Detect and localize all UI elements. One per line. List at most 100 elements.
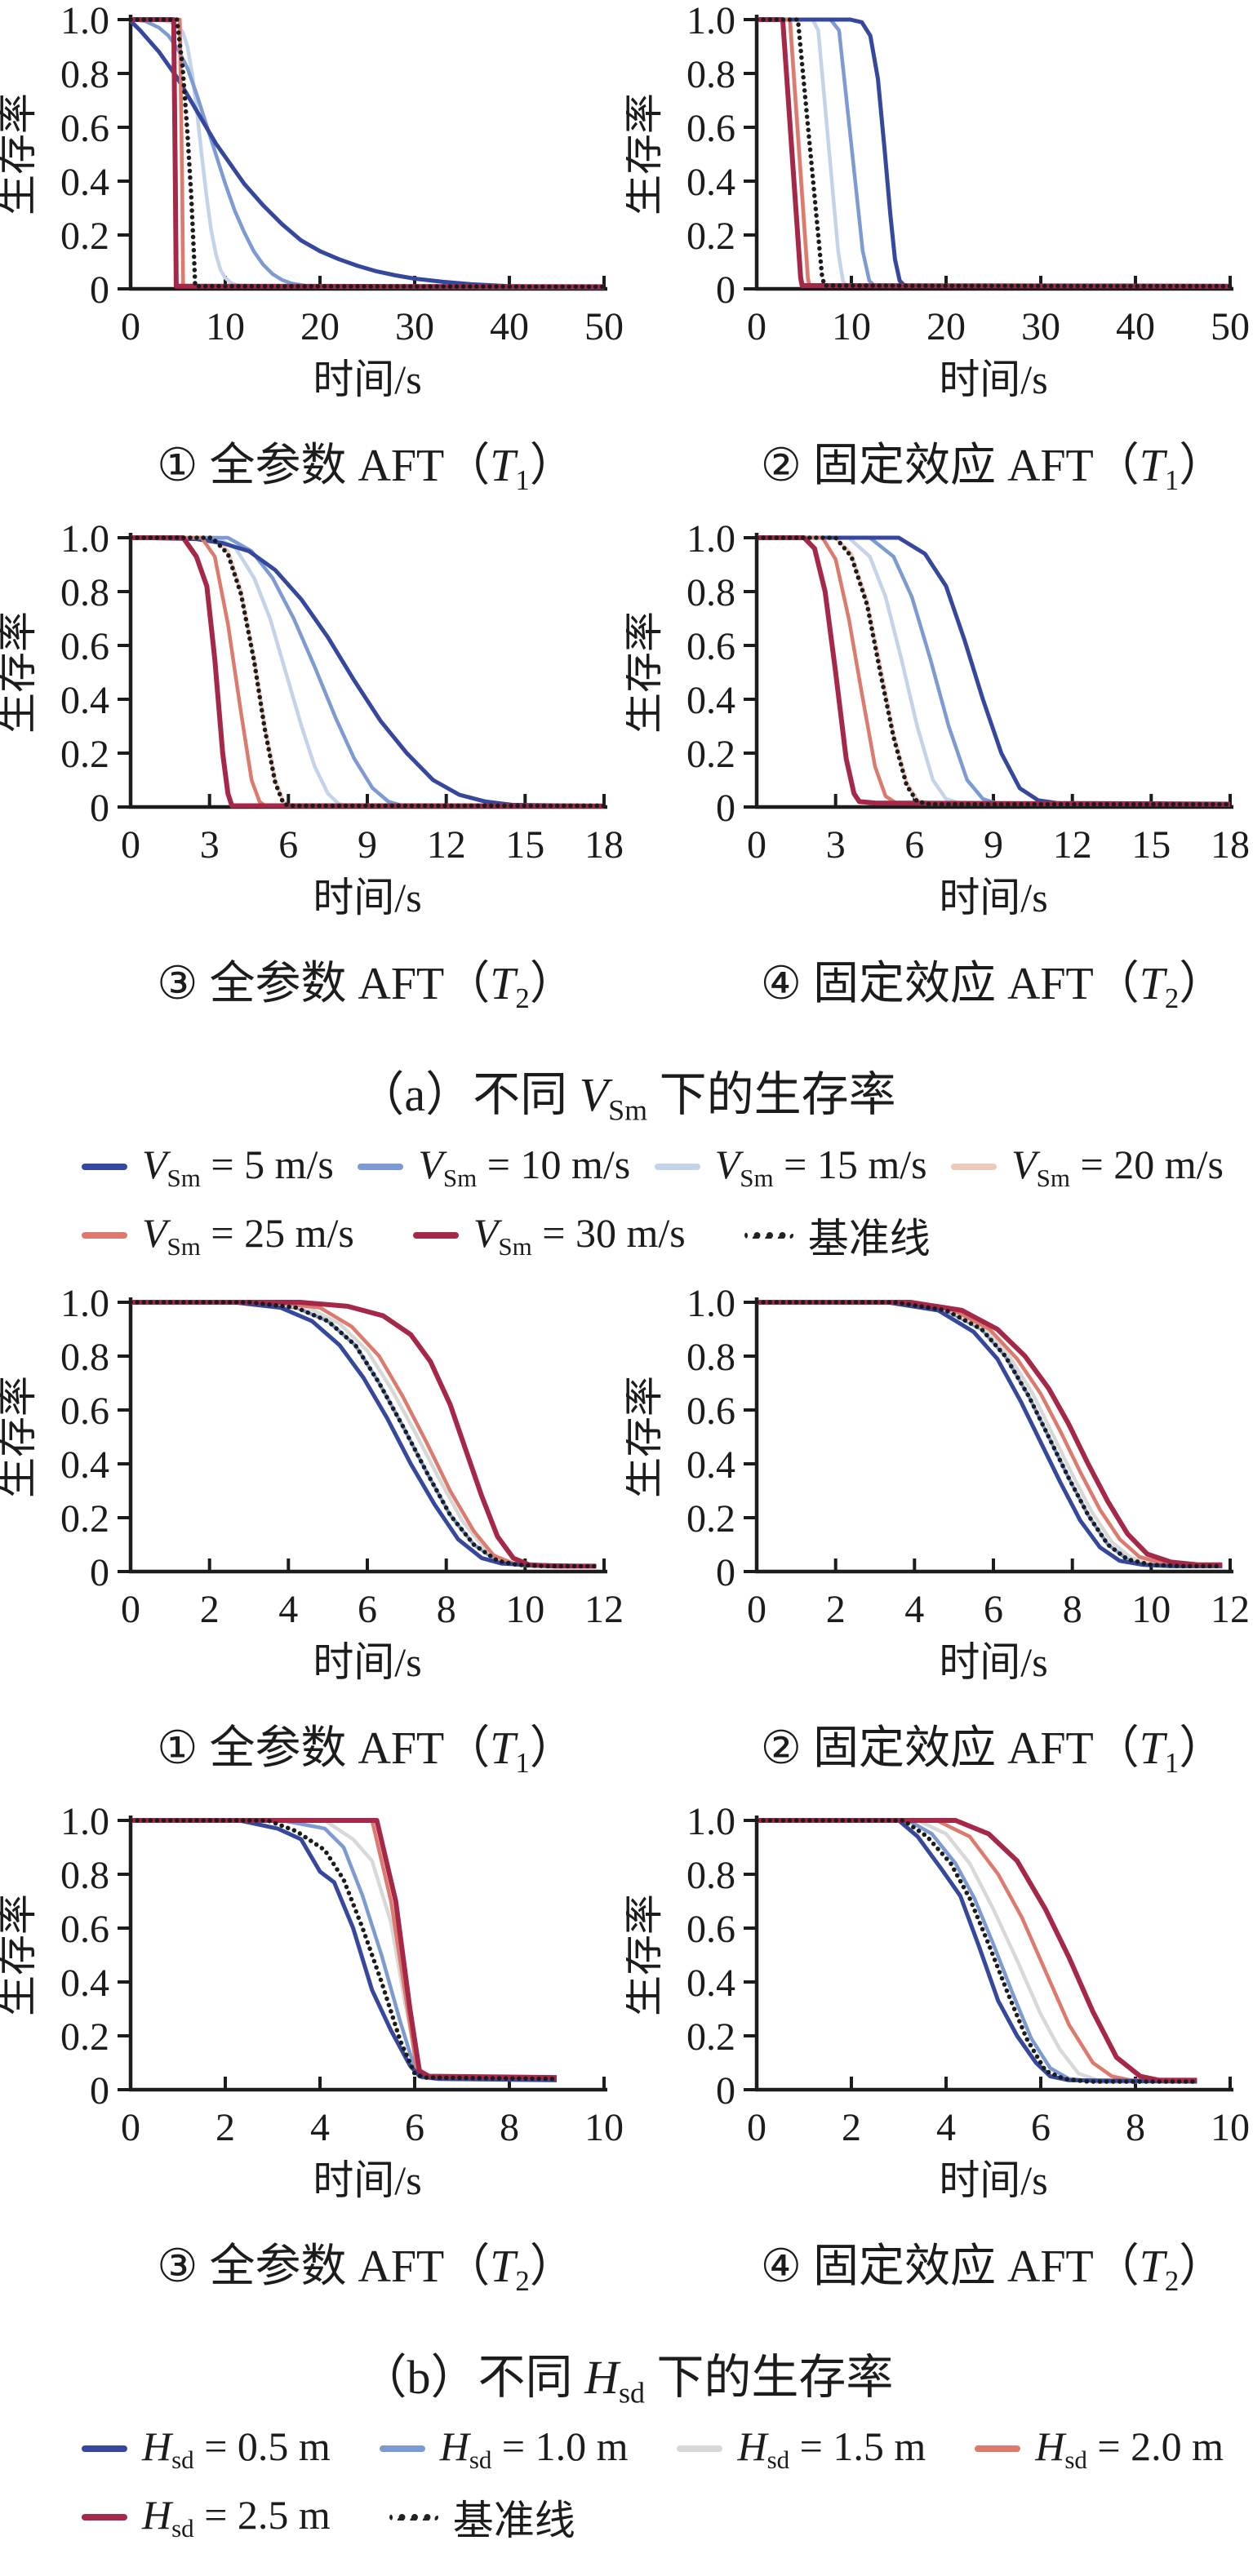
y-tick-label: 0 xyxy=(90,268,109,312)
legend-line-swatch xyxy=(82,2445,127,2453)
legend-item: VSm = 20 m/s xyxy=(951,1141,1224,1193)
variable-symbol: T xyxy=(1139,1723,1165,1774)
series-VSm = 5 m/s xyxy=(757,17,1231,289)
legend-item: Hsd = 1.0 m xyxy=(379,2423,629,2475)
x-tick-label: 40 xyxy=(490,305,529,348)
variable-symbol: H xyxy=(142,2423,172,2470)
variable-symbol: T xyxy=(490,2241,516,2292)
x-axis-label: 时间/s xyxy=(939,875,1047,920)
x-axis-label: 时间/s xyxy=(313,357,421,402)
x-tick-label: 8 xyxy=(1063,1588,1082,1631)
legend-label: 基准线 xyxy=(453,2488,575,2547)
series-Hsd = 1.0 m xyxy=(757,1300,1223,1568)
subscript: sd xyxy=(171,2445,194,2475)
x-tick-label: 4 xyxy=(278,1588,298,1631)
legend-item: Hsd = 2.0 m xyxy=(975,2423,1224,2475)
variable-symbol: V xyxy=(1011,1141,1037,1187)
y-axis-label: 生存率 xyxy=(0,611,40,734)
y-tick-label: 0.4 xyxy=(60,161,109,204)
x-tick-label: 6 xyxy=(278,823,298,867)
subscript: Sm xyxy=(608,1093,648,1127)
variable-symbol: H xyxy=(737,2423,767,2470)
series-Hsd = 0.5 m xyxy=(757,1300,1223,1568)
x-tick-label: 50 xyxy=(584,305,624,348)
series-VSm = 10 m/s xyxy=(757,535,1231,806)
x-tick-label: 20 xyxy=(926,305,966,348)
subscript: Sm xyxy=(740,1163,774,1192)
series-Hsd = 2.5 m xyxy=(757,1817,1197,2083)
x-tick-label: 6 xyxy=(358,1588,377,1631)
subscript: Sm xyxy=(498,1231,532,1261)
chart-b4-plot: 0 0.2 0.4 0.6 0.8 1.0 0 2 4 6 8 10 时间/s 生存率 xyxy=(626,1804,1250,2203)
y-tick-label: 0.6 xyxy=(60,1908,109,1951)
y-tick-label: 0.2 xyxy=(686,733,735,776)
caption-text: = 1.0 m xyxy=(491,2423,629,2470)
x-axis-label: 时间/s xyxy=(939,357,1047,402)
caption-text: = 15 m/s xyxy=(773,1141,927,1187)
x-tick-label: 15 xyxy=(505,823,544,867)
caption-text: ） xyxy=(529,441,575,491)
y-tick-label: 0.2 xyxy=(60,215,109,258)
legend-line-swatch xyxy=(82,1163,127,1170)
legend-line-swatch xyxy=(82,2514,127,2521)
legend-label: 基准线 xyxy=(808,1206,931,1265)
baseline-dotted-swatch xyxy=(389,2514,438,2521)
y-tick-label: 0.8 xyxy=(60,1854,109,1897)
legend-label: Hsd = 1.5 m xyxy=(737,2423,926,2475)
y-tick-label: 1.0 xyxy=(686,3,735,42)
y-tick-label: 1.0 xyxy=(60,521,109,561)
legend-line-swatch xyxy=(379,2445,425,2453)
y-tick-label: 0.6 xyxy=(60,625,109,668)
subscript: 2 xyxy=(515,2264,530,2297)
y-tick-label: 0.2 xyxy=(60,733,109,776)
caption-text: 基准线 xyxy=(807,1215,931,1261)
subscript: Sm xyxy=(1036,1163,1071,1192)
charts-grid-a: 0 0.2 0.4 0.6 0.8 1.0 0 10 20 30 40 50 时间/s 生存率 ① 全参数… xyxy=(0,3,1253,1040)
legend-label: Hsd = 2.0 m xyxy=(1035,2423,1224,2475)
caption-text: ③ 全参数 AFT（ xyxy=(157,959,491,1010)
legend-label: VSm = 10 m/s xyxy=(418,1141,630,1193)
legend-label: VSm = 15 m/s xyxy=(715,1141,927,1193)
y-tick-label: 0.8 xyxy=(60,53,109,96)
chart-b2-plot: 0 0.2 0.4 0.6 0.8 1.0 0 2 4 6 8 10 12 时间/s 生存率 xyxy=(626,1286,1250,1685)
variable-symbol: T xyxy=(490,441,516,491)
x-tick-label: 10 xyxy=(505,1588,544,1631)
chart-b1-cell: 0 0.2 0.4 0.6 0.8 1.0 0 2 4 6 8 10 12 时间/s 生存率 ① 全参数 A… xyxy=(0,1286,626,1804)
series-Hsd = 1.5 m xyxy=(757,1818,1197,2084)
chart-b2-caption: ② 固定效应 AFT（T1） xyxy=(626,1711,1253,1780)
y-tick-label: 0.6 xyxy=(686,1390,735,1433)
chart-a4-caption: ④ 固定效应 AFT（T2） xyxy=(626,947,1253,1015)
x-tick-label: 3 xyxy=(200,823,220,867)
legend-item: Hsd = 0.5 m xyxy=(82,2423,331,2475)
chart-a3-plot: 0 0.2 0.4 0.6 0.8 1.0 0 3 6 9 12 15 18 时间/s 生存率 xyxy=(0,521,624,920)
series-VSm = 5 m/s xyxy=(757,535,1231,806)
series-基准线 xyxy=(754,1817,1200,2084)
y-tick-label: 0.2 xyxy=(686,215,735,258)
caption-text: = 0.5 m xyxy=(193,2423,331,2470)
x-tick-label: 12 xyxy=(1211,1588,1250,1631)
legend-item: VSm = 30 m/s xyxy=(412,1209,686,1261)
y-tick-label: 0 xyxy=(90,2069,109,2113)
group-b-caption: （b）不同 Hsd 下的生存率 xyxy=(0,2339,1253,2410)
x-tick-label: 10 xyxy=(832,305,871,348)
series-基准线 xyxy=(754,535,1233,807)
y-tick-label: 0.2 xyxy=(60,2015,109,2059)
variable-symbol: H xyxy=(439,2423,469,2470)
series-基准线 xyxy=(754,1299,1225,1568)
y-tick-label: 0 xyxy=(716,268,735,312)
x-tick-label: 6 xyxy=(984,1588,1003,1631)
x-tick-label: 0 xyxy=(747,305,766,348)
y-axis-label: 生存率 xyxy=(626,1894,666,2016)
chart-b4-cell: 0 0.2 0.4 0.6 0.8 1.0 0 2 4 6 8 10 时间/s 生存率 ④ 固定效应 AF… xyxy=(626,1804,1253,2322)
series-Hsd = 1.0 m xyxy=(131,1818,558,2082)
caption-text: ） xyxy=(529,1723,575,1774)
y-tick-label: 0.8 xyxy=(686,571,735,614)
y-tick-label: 0.6 xyxy=(686,107,735,150)
x-tick-label: 6 xyxy=(405,2106,424,2149)
x-tick-label: 4 xyxy=(936,2106,956,2149)
y-tick-label: 0 xyxy=(716,2069,735,2113)
legend-item: 基准线 xyxy=(389,2488,575,2547)
x-tick-label: 9 xyxy=(358,823,377,867)
caption-text: ） xyxy=(529,2241,575,2292)
